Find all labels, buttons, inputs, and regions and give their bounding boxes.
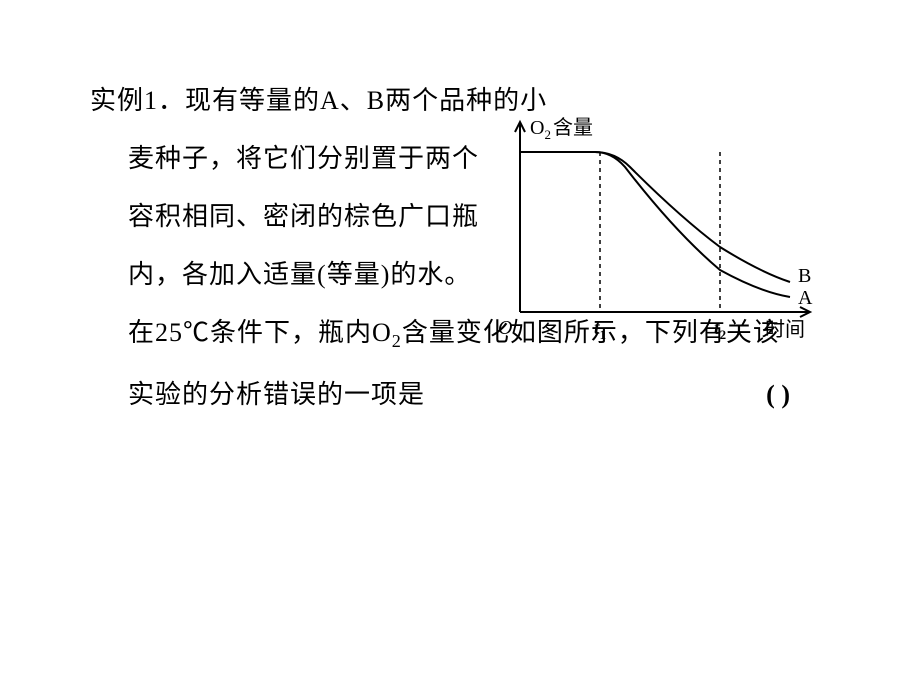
text-5b-sub: 2 (392, 331, 402, 351)
svg-text:t2: t2 (714, 317, 726, 342)
chart-svg: BA O2含量时间 Ot1 t2 (480, 112, 830, 352)
svg-text:t1: t1 (594, 317, 606, 342)
text-line-1: 实例1．现有等量的A、B两个品种的小 (90, 88, 830, 114)
text-4a: 内，各加入适量 (128, 260, 317, 289)
text-line-6: 实验的分析错误的一项是 ( ) (90, 382, 790, 408)
o2-chart: BA O2含量时间 Ot1 t2 (480, 112, 830, 352)
text-4d: ) (381, 260, 391, 289)
svg-text:O2含量: O2含量 (530, 116, 593, 142)
text-5a: 在25℃条件下，瓶内O (128, 318, 392, 347)
svg-text:A: A (798, 287, 813, 309)
svg-text:O: O (498, 317, 512, 339)
text-6: 实验的分析错误的一项是 (128, 382, 425, 408)
answer-blank: ( ) (766, 382, 790, 408)
text-4b: ( (317, 260, 327, 289)
text-4c: 等量 (327, 260, 381, 289)
svg-text:时间: 时间 (765, 318, 805, 341)
text-4e: 的水。 (390, 260, 471, 289)
svg-text:B: B (798, 265, 811, 287)
